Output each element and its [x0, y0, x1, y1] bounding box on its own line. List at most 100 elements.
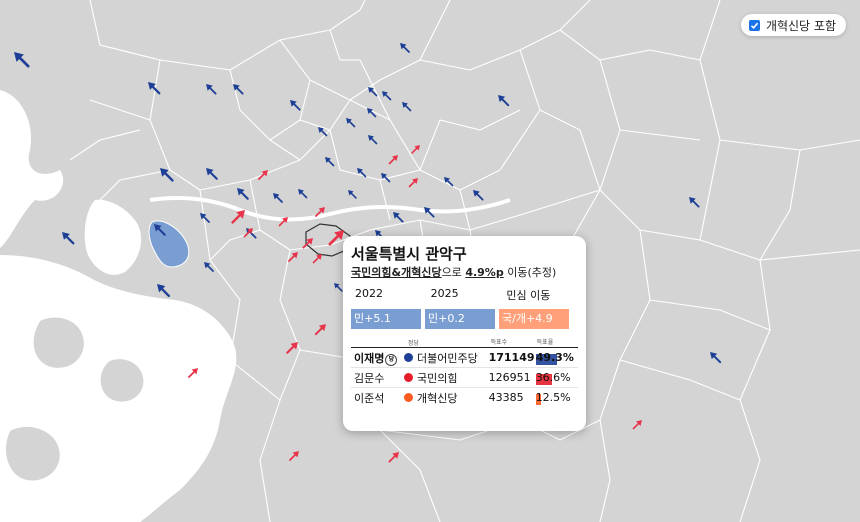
arrow-democratic-icon [381, 173, 391, 183]
arrow-democratic-icon [62, 232, 75, 245]
results-table: 정당 득표수 득표율 이재명 당 더불어민주당 171149 49.3% 김문수 … [351, 337, 578, 407]
tooltip-title: 서울특별시 관악구 [351, 245, 467, 263]
arrow-democratic-icon [200, 213, 210, 223]
arrow-democratic-icon [368, 135, 378, 145]
arrow-conservative-icon [632, 420, 642, 430]
header-share: 득표율 [536, 339, 554, 346]
arrow-conservative-icon [315, 207, 325, 217]
arrow-democratic-icon [298, 189, 308, 199]
share-bar [535, 374, 552, 385]
arrow-conservative-icon [314, 324, 326, 336]
arrow-conservative-icon [288, 252, 298, 262]
arrow-democratic-icon [368, 87, 378, 97]
party-dot-icon [403, 373, 413, 382]
candidate-share: 12.5% [535, 391, 571, 405]
candidate-party: 더불어민주당 [403, 350, 489, 366]
swing-column-label: 민심 이동 [506, 289, 551, 302]
arrow-democratic-icon [206, 168, 218, 180]
arrow-democratic-icon [473, 190, 484, 201]
arrow-democratic-icon [382, 91, 392, 101]
arrow-democratic-icon [290, 100, 301, 111]
table-row: 김문수 국민의힘 126951 36.6% [351, 368, 578, 388]
header-party: 정당 [407, 339, 419, 347]
island-outline [32, 316, 86, 370]
swing-2025: 민+0.2 [425, 309, 495, 329]
swing-shift: 국/개+4.9 [499, 309, 569, 329]
table-row: 이재명 당 더불어민주당 171149 49.3% [351, 348, 578, 368]
candidate-votes: 43385 [488, 391, 524, 404]
swing-row: 민+5.1 민+0.2 국/개+4.9 [351, 309, 578, 329]
year-row: 2022 2025 민심 이동 [351, 287, 578, 303]
arrow-democratic-icon [273, 193, 283, 203]
bay-inlet [84, 199, 142, 275]
candidate-share: 49.3% [535, 351, 574, 365]
candidate-name: 이재명 당 [351, 350, 404, 366]
island-outline-3 [4, 425, 62, 482]
arrow-democratic-icon [160, 168, 174, 182]
share-bar [535, 394, 542, 405]
arrow-conservative-icon [302, 238, 313, 249]
year-2025: 2025 [430, 287, 459, 300]
subtitle-connector: 으로 [441, 266, 466, 279]
arrow-democratic-icon [346, 118, 356, 128]
arrow-conservative-icon [328, 230, 344, 246]
river-han [149, 196, 511, 222]
arrow-democratic-icon [206, 84, 217, 95]
highlighted-district[interactable] [148, 220, 190, 268]
arrow-democratic-icon [334, 283, 343, 292]
toggle-label: 개혁신당 포함 [765, 18, 836, 33]
candidate-party: 국민의힘 [403, 370, 489, 386]
arrow-conservative-icon [278, 217, 288, 227]
tooltip-subtitle: 국민의힘&개혁신당으로 4.9%p 이동(추정) [351, 265, 578, 281]
checkbox-checked-icon[interactable] [748, 19, 760, 31]
arrow-democratic-icon [157, 284, 171, 298]
arrow-democratic-icon [400, 43, 410, 53]
arrow-democratic-icon [325, 157, 335, 167]
district-tooltip: 서울특별시 관악구 국민의힘&개혁신당으로 4.9%p 이동(추정) 2022 … [343, 236, 586, 431]
candidate-name: 김문수 [354, 371, 385, 385]
share-bar [535, 354, 558, 365]
arrow-democratic-icon [348, 190, 357, 199]
arrow-democratic-icon [444, 177, 454, 187]
arrow-democratic-icon [154, 224, 166, 236]
winner-badge-icon: 당 [385, 353, 398, 366]
arrow-democratic-icon [689, 197, 700, 208]
subtitle-suffix: 이동(추정) [503, 266, 557, 279]
year-2022: 2022 [355, 287, 383, 300]
arrow-conservative-icon [388, 452, 399, 463]
party-dot-icon [403, 393, 413, 402]
subtitle-parties: 국민의힘&개혁신당 [351, 266, 442, 279]
header-votes: 득표수 [490, 339, 508, 346]
arrow-democratic-icon [498, 95, 510, 107]
arrow-democratic-icon [710, 352, 722, 364]
arrow-democratic-icon [233, 84, 244, 95]
arrow-democratic-icon [148, 82, 161, 95]
arrow-conservative-icon [231, 210, 245, 224]
arrow-democratic-icon [204, 262, 214, 272]
arrow-democratic-icon [237, 188, 249, 200]
arrow-conservative-icon [289, 451, 299, 461]
candidate-share: 36.6% [535, 371, 571, 385]
arrow-conservative-icon [286, 342, 298, 354]
candidate-party: 개혁신당 [403, 390, 489, 406]
arrow-conservative-icon [312, 254, 322, 264]
arrow-conservative-icon [411, 145, 420, 154]
arrow-democratic-icon [424, 207, 435, 218]
arrow-democratic-icon [357, 168, 367, 178]
arrow-conservative-icon [243, 228, 253, 238]
swing-arrows [14, 43, 722, 463]
arrow-democratic-icon [402, 102, 412, 112]
candidate-votes: 126951 [488, 371, 531, 384]
arrow-democratic-icon [393, 212, 404, 223]
table-row: 이준석 개혁신당 43385 12.5% [351, 388, 578, 407]
reform-party-toggle[interactable]: 개혁신당 포함 [740, 14, 846, 36]
subtitle-value: 4.9%p [465, 266, 504, 279]
table-header: 정당 득표수 득표율 [351, 337, 578, 348]
arrow-conservative-icon [388, 155, 398, 165]
arrow-conservative-icon [188, 368, 198, 378]
arrow-conservative-icon [258, 170, 268, 180]
arrow-democratic-icon [367, 108, 377, 118]
party-dot-icon [403, 353, 413, 362]
